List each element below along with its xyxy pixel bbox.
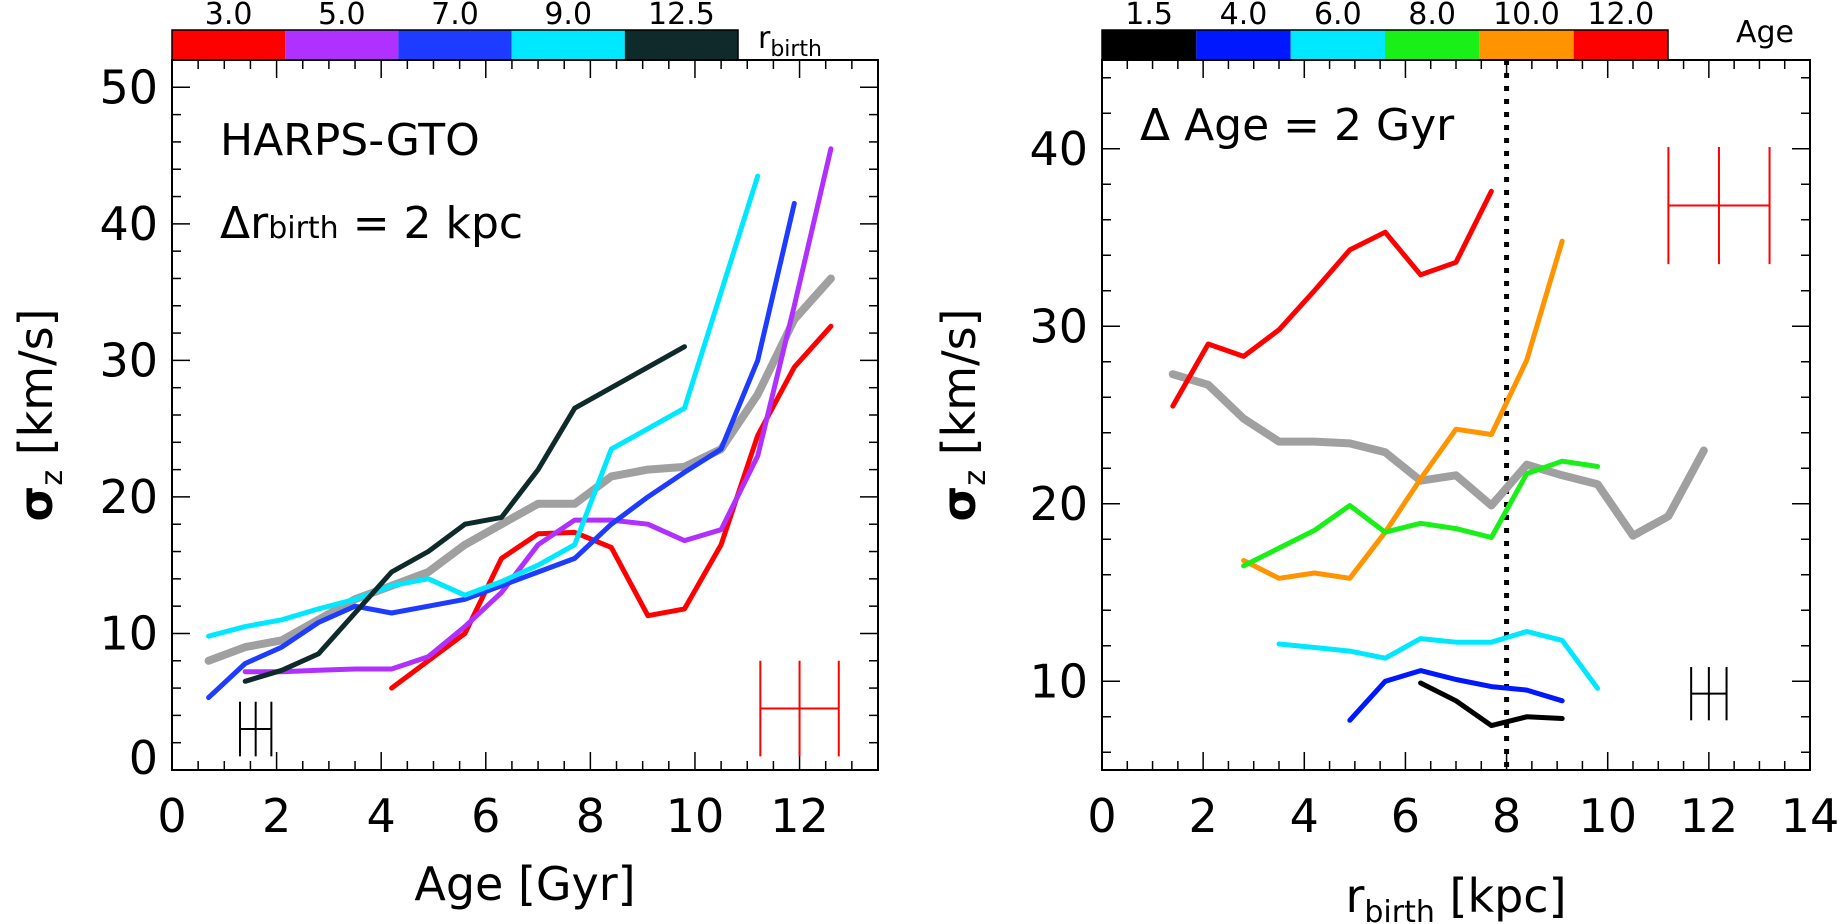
annotation-tail: = 2 kpc <box>339 198 523 249</box>
x-tick-label: 4 <box>367 789 396 843</box>
series-line-12.0 <box>1170 188 1494 409</box>
colorbar-segment <box>1479 30 1574 60</box>
x-tick-label: 8 <box>576 789 605 843</box>
y-tick-label: 50 <box>99 60 158 114</box>
colorbar-tick-label: 5.0 <box>318 0 366 32</box>
error-bar <box>759 660 840 757</box>
series-line-4.0 <box>1347 668 1565 723</box>
series-line-9.0 <box>206 173 761 639</box>
colorbar-tick-label: 6.0 <box>1314 0 1362 32</box>
y-axis-symbol: σz [km/s] <box>9 308 70 521</box>
plot-frame <box>1101 59 1811 771</box>
chart-2: 1.5 4.0 6.0 8.0 10.0 12.0 Age 0 2 4 6 8 10 12 14 10 20 30… <box>932 0 1838 924</box>
colorbar-segment <box>285 30 399 60</box>
chart-annotation: Δrbirth = 2 kpc <box>220 198 523 249</box>
series-line-1.5 <box>1418 680 1565 729</box>
y-axis-sub: z <box>958 470 993 486</box>
colorbar-tick-label: 7.0 <box>431 0 479 32</box>
colorbar-segment <box>624 30 738 60</box>
chart-title: Δ Age = 2 Gyr <box>1140 100 1455 151</box>
y-tick-label: 0 <box>129 731 158 785</box>
x-tick-label: 14 <box>1781 789 1838 843</box>
y-axis-sub: z <box>35 470 70 486</box>
colorbar-tick-label: 10.0 <box>1493 0 1560 32</box>
x-tick-label: 2 <box>1189 789 1218 843</box>
colorbar-segment <box>1385 30 1480 60</box>
y-tick-label: 30 <box>1029 299 1088 353</box>
colorbar-tick-label: 9.0 <box>544 0 592 32</box>
error-bar <box>1667 146 1771 265</box>
y-tick-label: 20 <box>1029 477 1088 531</box>
colorbar-tick-label: 8.0 <box>1408 0 1456 32</box>
colorbar-tick-label: 3.0 <box>205 0 253 32</box>
series-line-12.5 <box>242 344 687 684</box>
colorbar-tick-label: 12.0 <box>1587 0 1654 32</box>
x-tick-label: 0 <box>157 789 186 843</box>
x-tick-label: 4 <box>1290 789 1319 843</box>
annotation-sub: birth <box>268 211 339 246</box>
y-tick-label: 40 <box>1029 122 1088 176</box>
series-line-5.0 <box>242 146 834 675</box>
chart-1: 3.0 5.0 7.0 9.0 12.5 rbirth 0 2 4 6 8 10 12 10 20 30 40 5… <box>9 0 879 911</box>
x-axis-units: [kpc] <box>1435 869 1567 923</box>
colorbar-segment <box>1196 30 1291 60</box>
y-tick-label: 10 <box>99 606 158 660</box>
x-axis-title: rbirth [kpc] <box>1345 869 1566 924</box>
y-axis-symbol: σz [km/s] <box>932 308 993 521</box>
y-tick-label: 30 <box>99 333 158 387</box>
colorbar-segment <box>511 30 625 60</box>
y-axis-title: σz [km/s] <box>932 308 993 521</box>
x-tick-label: 6 <box>471 789 500 843</box>
x-tick-label: 12 <box>1680 789 1739 843</box>
series-line-3.0 <box>389 323 834 691</box>
y-tick-label: 10 <box>1029 654 1088 708</box>
colorbar-tick-label: 1.5 <box>1125 0 1173 32</box>
series-line-10.0 <box>1241 238 1565 581</box>
y-axis-units: [km/s] <box>9 308 63 469</box>
x-tick-label: 2 <box>262 789 291 843</box>
colorbar-tick-label: 12.5 <box>648 0 715 32</box>
x-axis-sub: birth <box>1364 895 1435 924</box>
chart-title: HARPS-GTO <box>220 115 480 166</box>
x-tick-label: 10 <box>1578 789 1637 843</box>
y-tick-label: 40 <box>99 197 158 251</box>
colorbar-label: rbirth <box>758 21 822 62</box>
series-line-all <box>204 274 835 665</box>
y-axis-title: σz [km/s] <box>9 308 70 521</box>
series-line-all <box>1168 370 1708 540</box>
colorbar-segment <box>172 30 286 60</box>
colorbar-label: Age <box>1736 15 1794 50</box>
colorbar-label-sub: birth <box>770 37 822 62</box>
y-axis-units: [km/s] <box>932 308 986 469</box>
x-tick-label: 10 <box>666 789 725 843</box>
error-bar <box>238 701 273 757</box>
colorbar-segment <box>1290 30 1385 60</box>
x-axis-title: Age [Gyr] <box>414 857 635 911</box>
series-line-8.0 <box>1241 458 1601 569</box>
colorbar-segment <box>1573 30 1668 60</box>
series-line-6.0 <box>1276 629 1601 691</box>
x-tick-label: 12 <box>770 789 829 843</box>
x-tick-label: 8 <box>1492 789 1521 843</box>
colorbar-segment <box>398 30 512 60</box>
error-bar <box>1690 667 1728 721</box>
series-line-7.0 <box>206 200 797 701</box>
colorbar-segment <box>1102 30 1197 60</box>
x-tick-label: 0 <box>1087 789 1116 843</box>
y-tick-label: 20 <box>99 470 158 524</box>
x-tick-label: 6 <box>1391 789 1420 843</box>
colorbar-tick-label: 4.0 <box>1220 0 1268 32</box>
plot-frame <box>171 59 879 771</box>
